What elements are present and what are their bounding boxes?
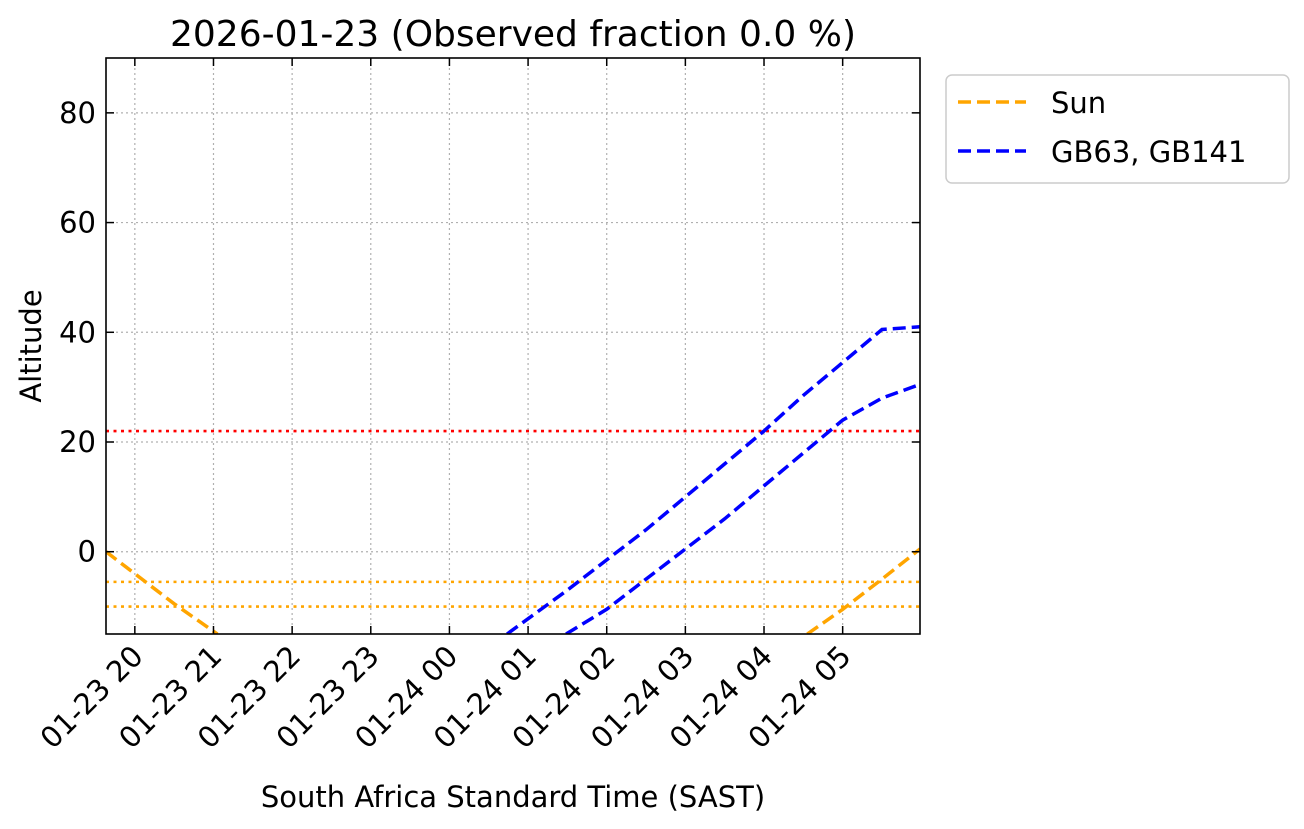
series-line bbox=[565, 382, 920, 634]
x-axis-label: South Africa Standard Time (SAST) bbox=[261, 780, 765, 814]
series-lines bbox=[106, 325, 920, 634]
y-axis-label: Altitude bbox=[14, 289, 48, 402]
y-tick-label: 40 bbox=[59, 315, 96, 349]
legend-label: GB63, GB141 bbox=[1051, 135, 1246, 169]
legend: Sun GB63, GB141 bbox=[945, 74, 1290, 184]
reference-lines bbox=[106, 429, 920, 608]
series-line bbox=[506, 325, 920, 634]
legend-box bbox=[945, 74, 1290, 184]
y-tick-label: 0 bbox=[78, 535, 96, 569]
y-tick-label: 60 bbox=[59, 206, 96, 240]
plot-frame bbox=[105, 57, 921, 635]
chart-title: 2026-01-23 (Observed fraction 0.0 %) bbox=[170, 14, 856, 55]
y-tick-label: 20 bbox=[59, 425, 96, 459]
grid bbox=[106, 58, 920, 634]
y-tick-label: 80 bbox=[59, 96, 96, 130]
series-line bbox=[806, 547, 920, 634]
series-line bbox=[106, 550, 219, 634]
legend-label: Sun bbox=[1051, 86, 1106, 120]
